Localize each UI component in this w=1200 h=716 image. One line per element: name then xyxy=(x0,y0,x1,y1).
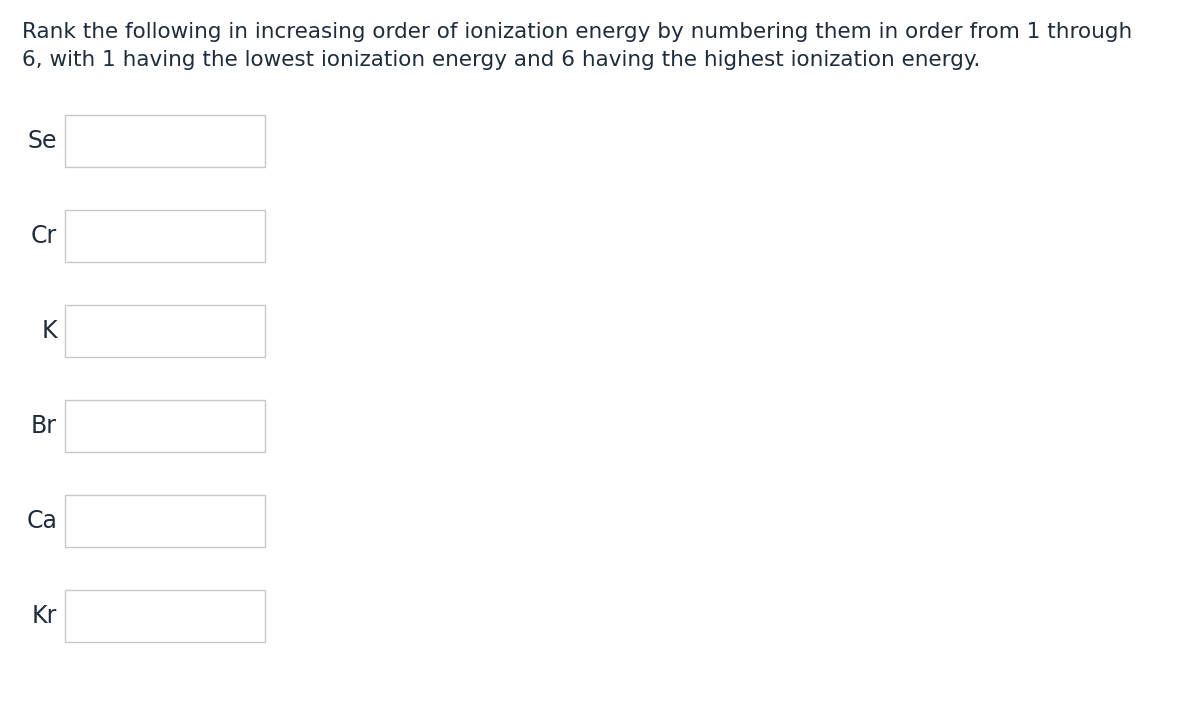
Text: Kr: Kr xyxy=(31,604,58,628)
Bar xyxy=(65,115,265,167)
Text: Cr: Cr xyxy=(31,224,58,248)
Text: K: K xyxy=(41,319,58,343)
Text: Rank the following in increasing order of ionization energy by numbering them in: Rank the following in increasing order o… xyxy=(22,22,1133,42)
Text: Br: Br xyxy=(31,414,58,438)
Bar xyxy=(65,305,265,357)
Bar xyxy=(65,590,265,642)
Bar xyxy=(65,210,265,262)
Text: 6, with 1 having the lowest ionization energy and 6 having the highest ionizatio: 6, with 1 having the lowest ionization e… xyxy=(22,50,980,70)
Text: Se: Se xyxy=(28,129,58,153)
Bar xyxy=(65,495,265,547)
Bar xyxy=(65,400,265,452)
Text: Ca: Ca xyxy=(26,509,58,533)
